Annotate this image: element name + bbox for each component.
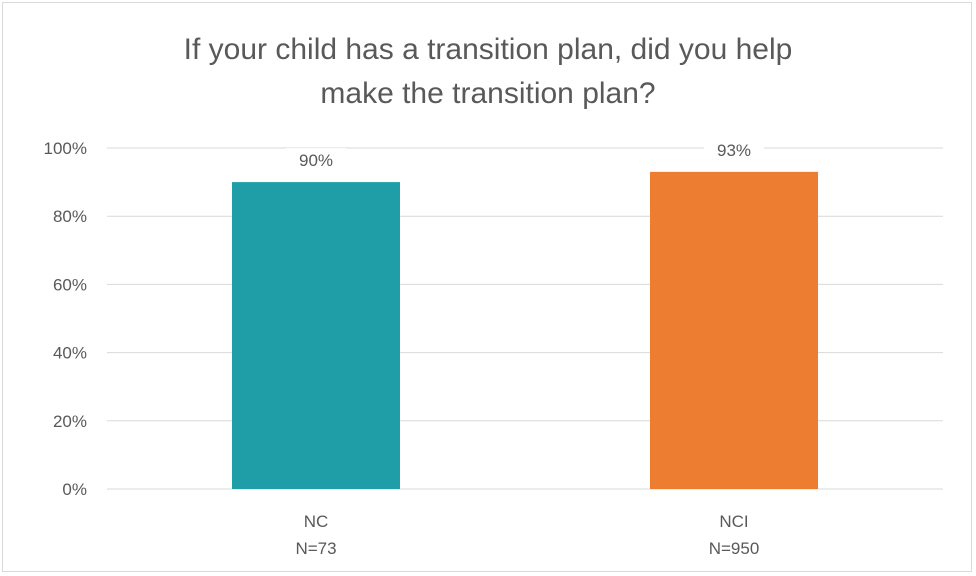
y-tick-label: 80% xyxy=(53,207,87,226)
bar xyxy=(650,171,818,489)
y-tick-label: 20% xyxy=(53,412,87,431)
chart-title: If your child has a transition plan, did… xyxy=(0,28,976,116)
y-tick-label: 60% xyxy=(53,275,87,294)
data-label-background xyxy=(286,148,346,173)
bar xyxy=(232,182,400,489)
chart-title-line-2: make the transition plan? xyxy=(320,77,656,110)
x-tick-sublabel: N=73 xyxy=(295,539,336,558)
x-tick-sublabel: N=950 xyxy=(709,539,760,558)
y-tick-label: 100% xyxy=(44,139,87,158)
x-tick-label: NCI xyxy=(719,512,748,531)
data-label-background xyxy=(704,137,764,162)
data-label: 93% xyxy=(717,141,751,160)
chart-title-line-1: If your child has a transition plan, did… xyxy=(183,33,793,66)
data-label: 90% xyxy=(299,151,333,170)
y-tick-label: 40% xyxy=(53,344,87,363)
x-tick-label: NC xyxy=(304,512,329,531)
y-tick-label: 0% xyxy=(62,480,87,499)
